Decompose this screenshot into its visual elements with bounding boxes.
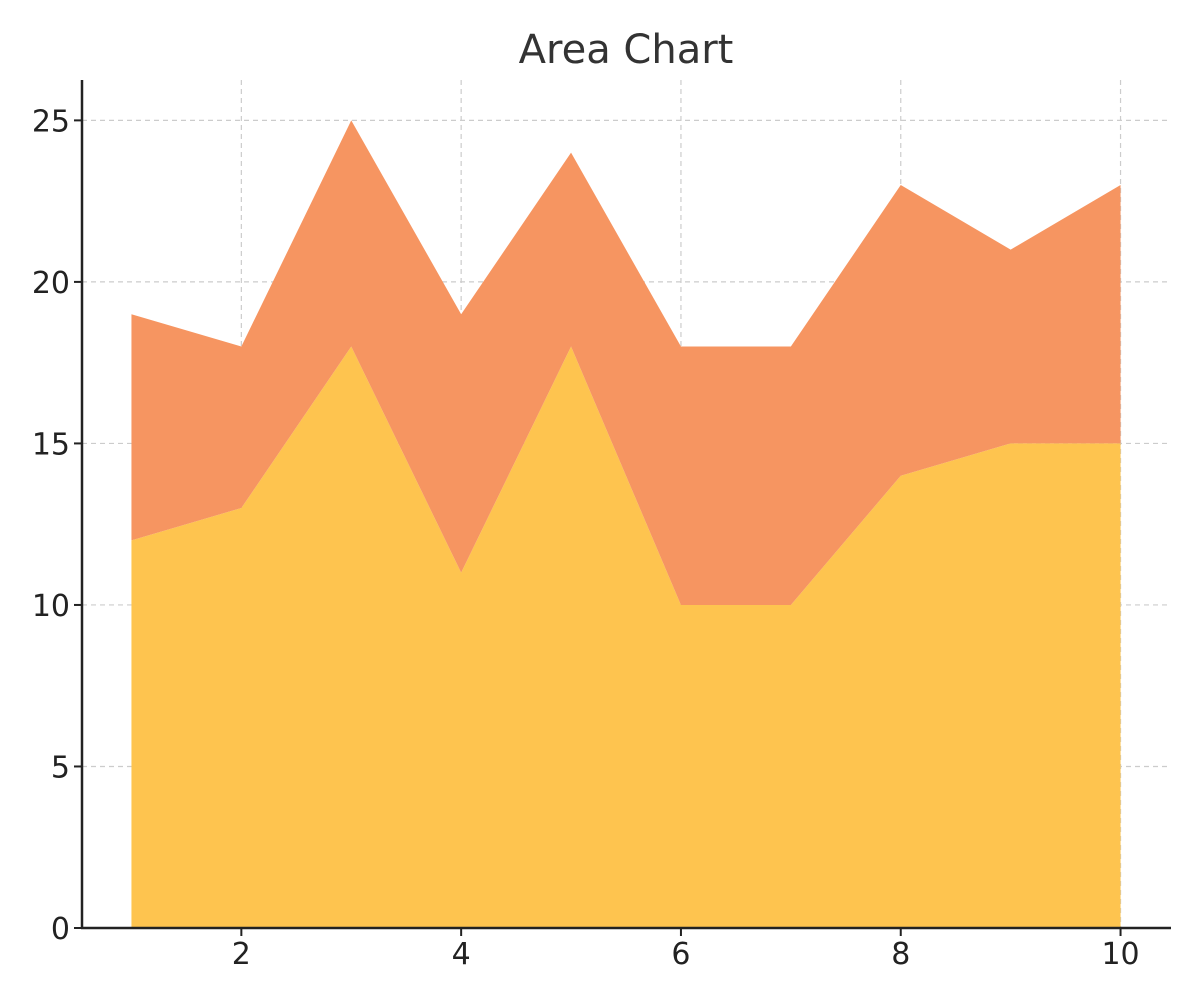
y-tick-label-5: 5	[51, 750, 70, 785]
y-tick-label-25: 25	[32, 104, 70, 139]
x-tick-label-4: 4	[452, 937, 471, 972]
x-tick-label-6: 6	[671, 937, 690, 972]
x-tick-label-8: 8	[891, 937, 910, 972]
y-tick-label-10: 10	[32, 589, 70, 624]
area-series-2	[131, 120, 1121, 605]
chart-title: Area Chart	[519, 27, 734, 73]
plot-area	[131, 120, 1121, 928]
axes	[80, 80, 1171, 930]
ticks: 2 4 6 8 10 0 5 10 15 20 25	[32, 104, 1140, 972]
y-tick-label-0: 0	[51, 912, 70, 947]
x-tick-label-10: 10	[1101, 937, 1139, 972]
x-tick-label-2: 2	[232, 937, 251, 972]
y-tick-label-20: 20	[32, 266, 70, 301]
y-tick-label-15: 15	[32, 427, 70, 462]
area-series-1	[131, 346, 1121, 928]
